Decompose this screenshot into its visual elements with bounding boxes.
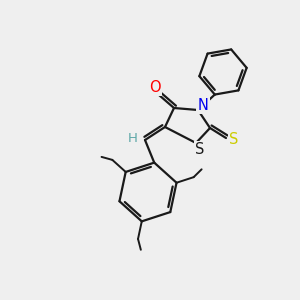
Text: S: S — [229, 131, 239, 146]
Text: S: S — [195, 142, 205, 158]
Text: H: H — [128, 131, 138, 145]
Text: O: O — [149, 80, 161, 94]
Text: N: N — [198, 98, 208, 112]
